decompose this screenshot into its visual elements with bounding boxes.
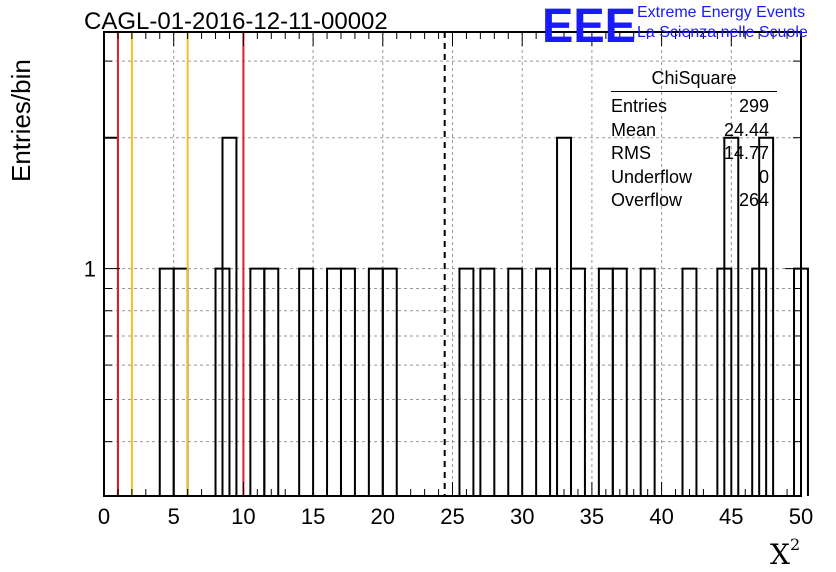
axes <box>103 31 802 497</box>
eee-logo: EEE <box>542 2 636 46</box>
stats-value: 299 <box>738 96 769 116</box>
chart-title: CAGL-01-2016-12-11-00002 <box>84 8 388 35</box>
stats-value: 0 <box>758 166 769 187</box>
histogram-bar <box>249 267 266 496</box>
histogram-bar <box>172 267 189 496</box>
histogram-bar <box>381 267 398 496</box>
x-tick-label: 10 <box>231 504 255 529</box>
stats-label: Underflow <box>611 166 693 187</box>
histogram-bar <box>639 267 656 496</box>
histogram-bar <box>326 267 342 496</box>
stats-label: Overflow <box>611 190 683 210</box>
x-tick-label: 30 <box>510 504 534 529</box>
histogram-bar <box>597 267 614 496</box>
logo-text-line1: Extreme Energy Events <box>637 4 806 21</box>
stats-label: Entries <box>611 96 668 116</box>
x-tick-label: 15 <box>301 504 325 529</box>
histogram-bar <box>298 267 315 496</box>
histogram-bar <box>458 267 475 496</box>
histogram-bar <box>569 267 586 496</box>
x-tick-label: 20 <box>371 504 395 529</box>
x-tick-label: 25 <box>440 504 464 529</box>
tick-labels: 0 5 10 15 20 25 30 35 40 45 50 1 <box>84 257 813 529</box>
histogram-bar <box>507 267 524 496</box>
x-tick-label: 40 <box>649 504 673 529</box>
histogram-bar <box>758 136 775 496</box>
histogram-bar <box>103 136 119 496</box>
x-tick-label: 5 <box>168 504 180 529</box>
stats-value: 14.77 <box>723 143 769 163</box>
x-tick-label: 50 <box>789 504 813 529</box>
histogram-bar <box>681 267 698 496</box>
histogram-bar <box>158 267 175 496</box>
histogram-bar <box>556 136 572 496</box>
histogram-bar <box>611 267 628 496</box>
x-tick-label: 35 <box>580 504 604 529</box>
stats-title: ChiSquare <box>611 68 777 92</box>
logo-mark: EEE <box>542 2 636 46</box>
stats-value: 264 <box>738 190 769 210</box>
x-axis-label: X2 <box>770 534 801 571</box>
histogram-bar <box>535 267 552 496</box>
histogram-bars <box>103 136 809 496</box>
y-axis-label: Entries/bin <box>6 59 36 182</box>
stats-row-rms: RMS 14.77 <box>611 142 777 166</box>
histogram-bar <box>339 267 356 496</box>
marker-lines <box>116 32 446 496</box>
logo-text-line2: La Scienza nelle Scuole <box>637 24 808 41</box>
stats-box: ChiSquare Entries 299 Mean 24.44 RMS 14.… <box>611 68 777 213</box>
stats-row-overflow: Overflow 264 <box>611 189 777 213</box>
stats-row-underflow: Underflow 0 <box>611 166 777 190</box>
stats-label: RMS <box>611 143 651 163</box>
y-tick-label: 1 <box>84 257 96 282</box>
stats-value: 24.44 <box>723 119 769 140</box>
histogram-bar <box>723 136 740 496</box>
stats-row-mean: Mean 24.44 <box>611 119 777 143</box>
histogram-bar <box>263 267 280 496</box>
stats-label: Mean <box>611 119 657 140</box>
histogram-bar <box>479 267 496 496</box>
stats-row-entries: Entries 299 <box>611 95 777 119</box>
histogram-bar <box>367 267 384 496</box>
x-tick-label: 45 <box>719 504 743 529</box>
histogram-bar <box>221 136 238 496</box>
x-tick-label: 0 <box>98 504 110 529</box>
